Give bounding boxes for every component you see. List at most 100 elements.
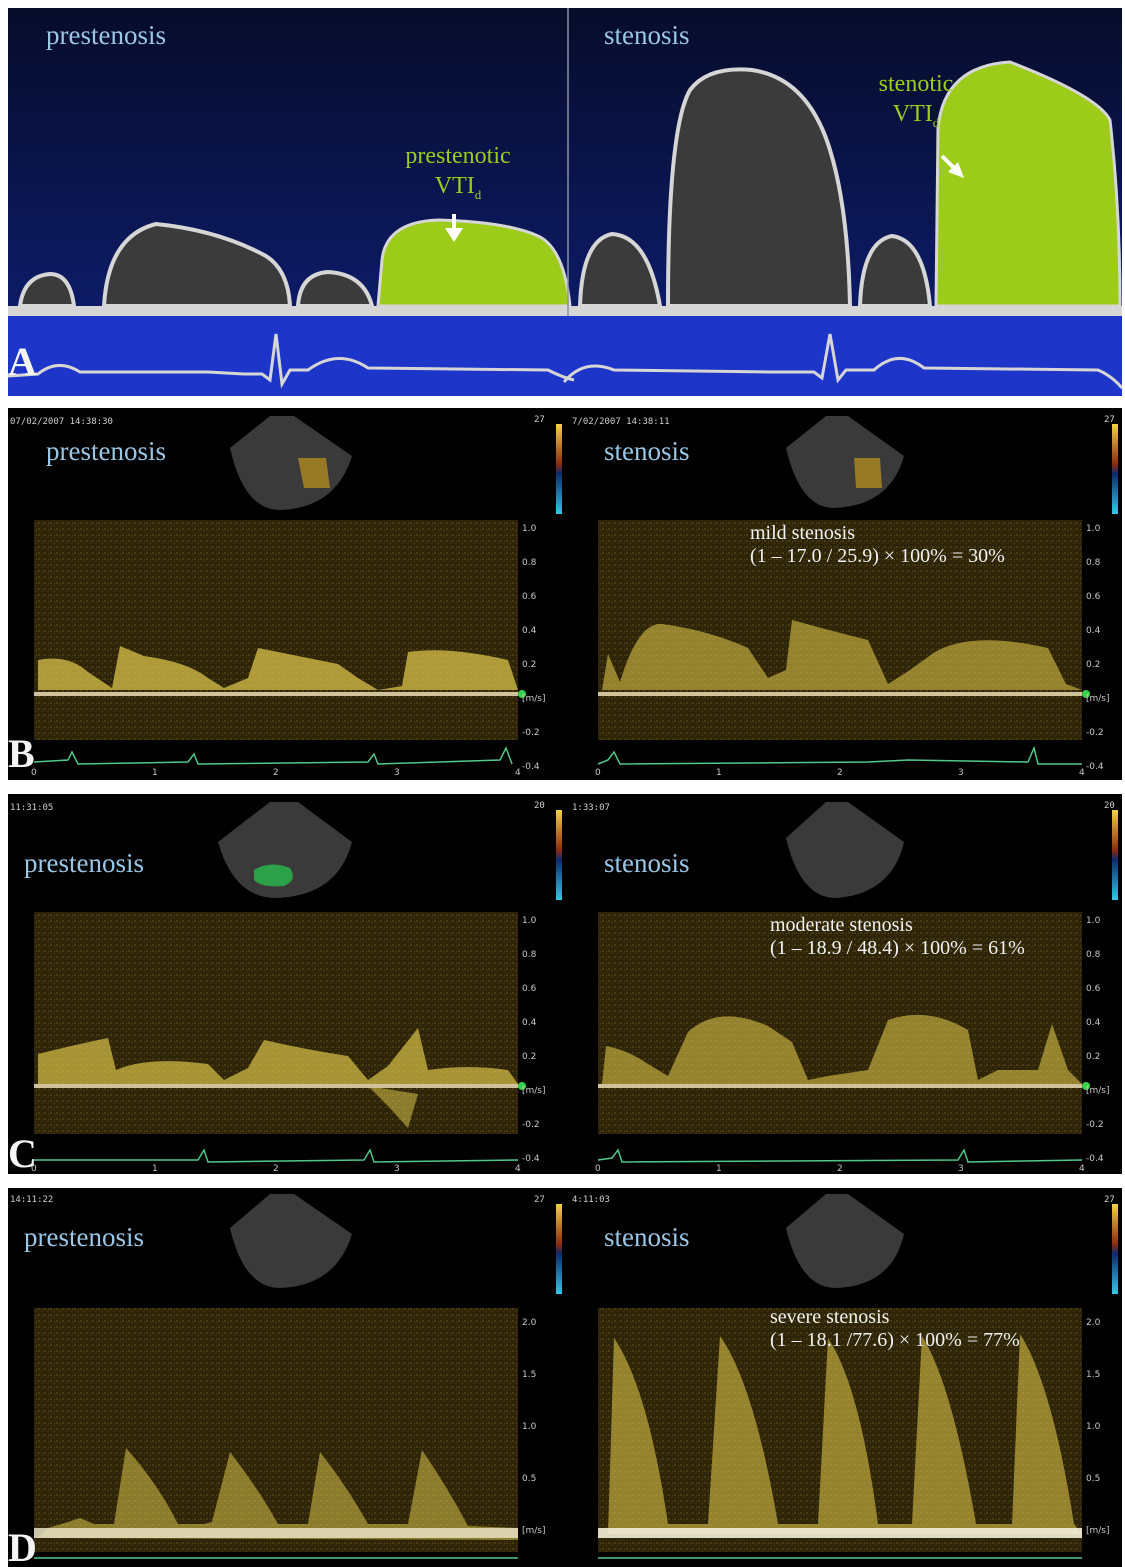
velocity-tick-label: 0.2 xyxy=(1086,1052,1101,1062)
c-right-colorbar xyxy=(1112,810,1118,900)
time-tick-label: 0 xyxy=(31,1164,37,1174)
c-right-spectrum-field xyxy=(598,912,1082,1134)
prestenotic-vti-wave xyxy=(376,218,572,308)
b-left-ecg xyxy=(33,746,513,765)
b-right-title: stenosis xyxy=(604,436,690,466)
time-tick-label: 3 xyxy=(958,768,964,778)
panel-b-bottom-edge xyxy=(8,780,1122,786)
c-left-timestamp: 11:31:05 xyxy=(10,803,54,813)
velocity-tick-label: 1.0 xyxy=(1086,1422,1101,1432)
prestenotic-vti-subscript: d xyxy=(474,186,482,202)
b-right-flow-envelope xyxy=(602,620,1082,690)
c-left-baseline xyxy=(34,1084,518,1088)
b-right-color-box xyxy=(854,458,882,488)
c-severity-label: moderate stenosis xyxy=(770,914,913,936)
c-right-marker xyxy=(1082,1082,1090,1090)
panel-a-right-title: stenosis xyxy=(604,20,690,50)
panel-b-drawing xyxy=(8,416,1122,786)
b-left-colorbar xyxy=(556,424,562,514)
d-left-title: prestenosis xyxy=(24,1222,144,1252)
prestenotic-arrow xyxy=(445,214,463,242)
velocity-tick-label: [m/s] xyxy=(1086,694,1110,704)
b-right-marker xyxy=(1082,690,1090,698)
c-right-title: stenosis xyxy=(604,848,690,878)
b-right-baseline xyxy=(598,692,1082,696)
c-left-reverse-flow xyxy=(368,1086,418,1128)
time-tick-label: 4 xyxy=(1079,768,1085,778)
velocity-tick-label: 0.6 xyxy=(1086,592,1101,602)
d-severity-label: severe stenosis xyxy=(770,1306,890,1328)
d-right-flow-envelope xyxy=(608,1334,1082,1534)
velocity-tick-label: -0.4 xyxy=(1086,762,1104,772)
b-right-timestamp: 7/02/2007 14:38:11 xyxy=(572,417,670,427)
panel-a-bottom-edge xyxy=(8,396,1122,404)
stenotic-vti-text: VTI xyxy=(892,101,933,127)
ecg-trace-left xyxy=(8,333,575,389)
c-left-title: prestenosis xyxy=(24,848,144,878)
velocity-tick-label: 0.2 xyxy=(1086,660,1101,670)
velocity-tick-label: -0.4 xyxy=(522,762,540,772)
d-left-colorbar xyxy=(556,1204,562,1294)
prestenosis-wave-2 xyxy=(101,221,293,308)
time-tick-label: 1 xyxy=(152,1164,158,1174)
velocity-tick-label: [m/s] xyxy=(1086,1086,1110,1096)
c-right-probe-sector xyxy=(786,802,904,898)
velocity-tick-label: [m/s] xyxy=(522,694,546,704)
panel-c-doppler: 11:31:05 1:33:07 prestenosis stenosis 20… xyxy=(8,794,1122,1180)
time-tick-label: 1 xyxy=(716,1164,722,1174)
velocity-tick-label: 1.0 xyxy=(522,524,537,534)
ecg-band xyxy=(8,316,1122,398)
velocity-tick-label: 1.0 xyxy=(522,916,537,926)
velocity-tick-label: -0.2 xyxy=(522,1120,540,1130)
velocity-tick-label: -0.4 xyxy=(1086,1154,1104,1164)
velocity-tick-label: 0.8 xyxy=(522,558,537,568)
velocity-tick-label: 0.4 xyxy=(1086,626,1101,636)
velocity-tick-label: 0.6 xyxy=(1086,984,1101,994)
velocity-tick-label: [m/s] xyxy=(522,1086,546,1096)
c-left-scale-top: 20 xyxy=(534,801,545,811)
b-formula: (1 – 17.0 / 25.9) × 100% = 30% xyxy=(750,545,1005,567)
b-left-spectrum-field xyxy=(34,520,518,740)
d-left-timestamp: 14:11:22 xyxy=(10,1195,54,1205)
b-left-marker xyxy=(518,690,526,698)
d-right-baseline xyxy=(598,1528,1082,1538)
c-right-scale-top: 20 xyxy=(1104,801,1115,811)
velocity-tick-label: 1.0 xyxy=(1086,524,1101,534)
c-left-colorbar xyxy=(556,810,562,900)
time-tick-label: 4 xyxy=(515,768,521,778)
b-left-color-box xyxy=(298,458,330,488)
panel-a-drawing xyxy=(8,8,1122,404)
stenotic-label-line1: stenotic xyxy=(878,71,954,97)
panel-d-letter: D xyxy=(8,1525,37,1567)
velocity-tick-label: 1.5 xyxy=(522,1370,537,1380)
velocity-tick-label: 0.5 xyxy=(1086,1474,1101,1484)
time-tick-label: 2 xyxy=(837,1164,843,1174)
stenotic-vti-wave xyxy=(934,60,1122,308)
b-right-colorbar xyxy=(1112,424,1118,514)
d-right-colorbar xyxy=(1112,1204,1118,1294)
stenotic-vti-label: stenotic VTId xyxy=(856,72,976,129)
d-severity-annotation: severe stenosis (1 – 18.1 /77.6) × 100% … xyxy=(770,1306,1020,1352)
b-right-probe-sector xyxy=(786,416,904,508)
velocity-tick-label: 1.5 xyxy=(1086,1370,1101,1380)
panel-c-letter: C xyxy=(8,1131,37,1176)
b-left-timestamp: 07/02/2007 14:38:30 xyxy=(10,417,113,427)
panel-b-letter: B xyxy=(8,731,35,776)
stenotic-arrow xyxy=(940,154,964,178)
b-right-scale-top: 27 xyxy=(1104,415,1115,425)
panel-a-letter: A xyxy=(8,339,37,384)
c-right-flow-envelope xyxy=(602,1014,1082,1084)
velocity-tick-label: 2.0 xyxy=(1086,1318,1101,1328)
velocity-tick-label: 0.4 xyxy=(1086,1018,1101,1028)
d-left-probe-sector xyxy=(230,1194,352,1288)
velocity-tick-label: 0.5 xyxy=(522,1474,537,1484)
c-left-spectrum-field xyxy=(34,912,518,1134)
time-tick-label: 2 xyxy=(837,768,843,778)
c-formula: (1 – 18.9 / 48.4) × 100% = 61% xyxy=(770,937,1025,959)
d-right-title: stenosis xyxy=(604,1222,690,1252)
time-tick-label: 0 xyxy=(595,1164,601,1174)
stenotic-vti-subscript: d xyxy=(932,114,940,130)
velocity-tick-label: 0.6 xyxy=(522,592,537,602)
prestenotic-label-line1: prestenotic xyxy=(405,143,511,169)
velocity-tick-label: 0.8 xyxy=(522,950,537,960)
